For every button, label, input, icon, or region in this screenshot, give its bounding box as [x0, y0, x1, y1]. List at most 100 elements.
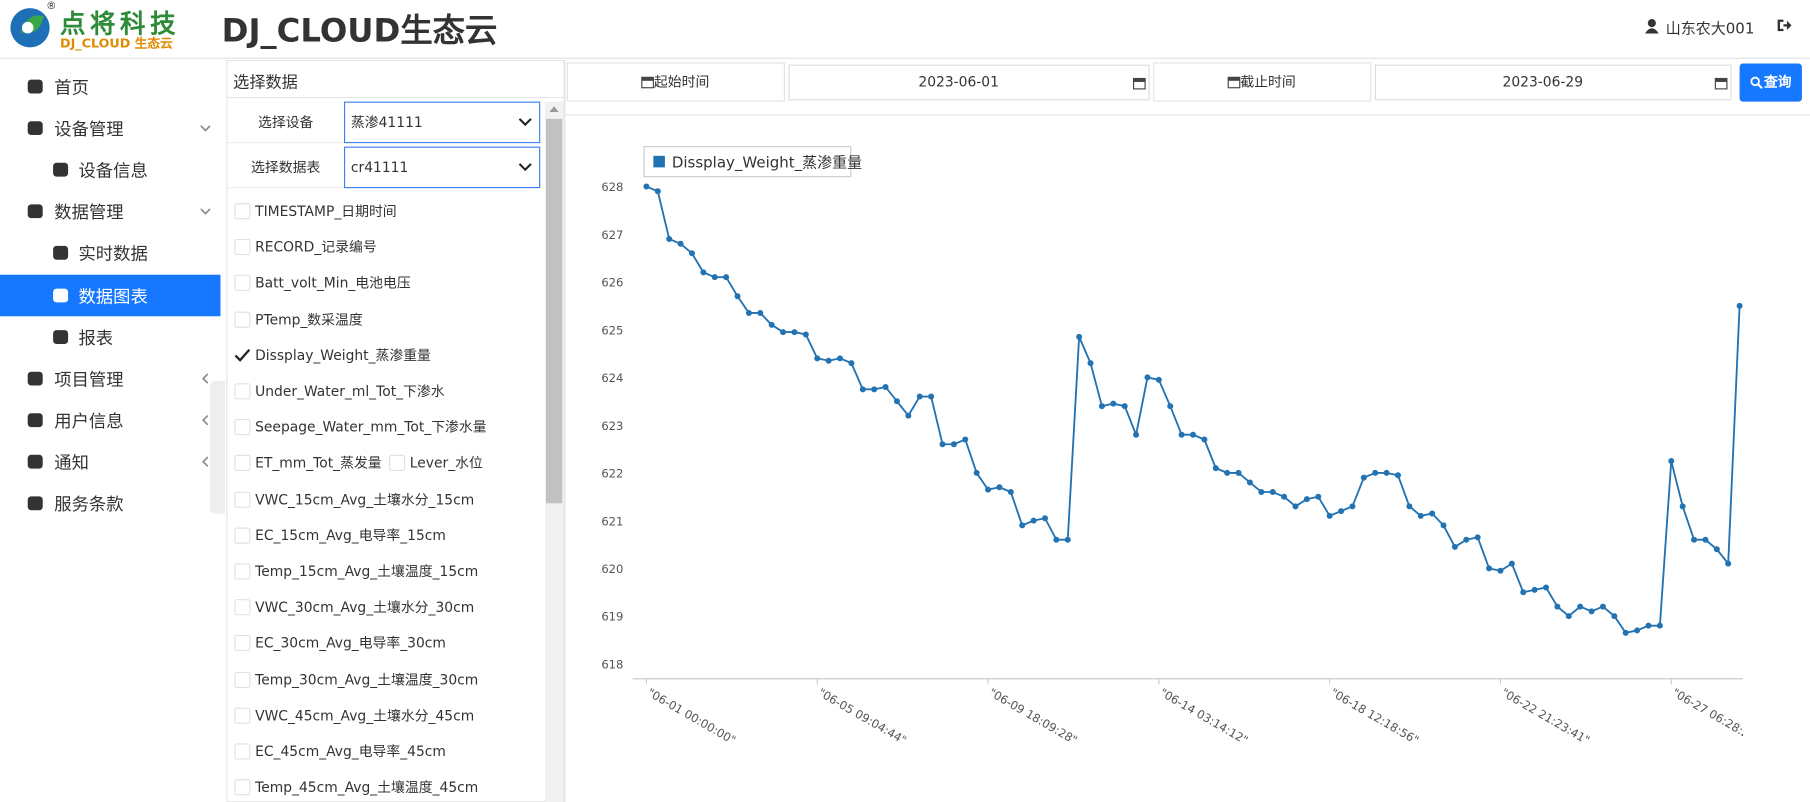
checkbox[interactable] [234, 527, 251, 544]
data-point [1246, 479, 1253, 486]
sidebar-item[interactable]: 项目管理 [0, 357, 220, 399]
date-input[interactable]: 2023-06-01 [788, 64, 1150, 101]
checkbox[interactable] [234, 203, 251, 220]
data-point [1383, 469, 1390, 476]
x-tick-label: "06-14 03:14:12" [1157, 685, 1250, 747]
checkbox[interactable] [234, 779, 251, 796]
field-label[interactable]: EC_30cm_Avg_电导率_30cm [255, 635, 446, 652]
user-name[interactable]: 山东农大001 [1665, 20, 1755, 39]
collapse-handle[interactable] [210, 380, 226, 514]
field-label[interactable]: VWC_30cm_Avg_土壤水分_30cm [255, 599, 475, 616]
sidebar-label: 实时数据 [78, 244, 148, 265]
checkbox[interactable] [234, 743, 251, 760]
data-point [962, 436, 969, 443]
field-label[interactable]: VWC_45cm_Avg_土壤水分_45cm [255, 707, 475, 724]
sidebar-item[interactable]: 通知 [0, 441, 220, 483]
data-point [688, 250, 695, 257]
data-point [848, 360, 855, 367]
data-point [1019, 522, 1026, 529]
series-line [646, 185, 1741, 634]
checkbox[interactable] [234, 635, 251, 652]
field-label[interactable]: RECORD_记录编号 [255, 239, 377, 256]
field-label[interactable]: Temp_45cm_Avg_土壤温度_45cm [255, 779, 479, 796]
field-label[interactable]: Seepage_Water_mm_Tot_下渗水量 [255, 419, 487, 436]
select-chevron [518, 163, 532, 172]
data-point [700, 269, 707, 276]
logo-icon [10, 8, 50, 48]
checkbox[interactable] [234, 671, 251, 688]
data-point [1064, 536, 1071, 543]
checkbox[interactable] [234, 599, 251, 616]
field-label[interactable]: ET_mm_Tot_蒸发量 [255, 455, 382, 472]
sidebar-item[interactable]: 数据管理 [0, 191, 220, 233]
field-label[interactable]: EC_15cm_Avg_电导率_15cm [255, 527, 446, 544]
data-point [1599, 603, 1606, 610]
sidebar-item[interactable]: 设备信息 [0, 149, 220, 191]
data-point [985, 486, 992, 493]
checkbox[interactable] [389, 455, 406, 472]
sidebar-item[interactable]: 报表 [0, 316, 220, 358]
data-point [1098, 403, 1105, 410]
field-label[interactable]: Batt_volt_Min_电池电压 [255, 275, 411, 292]
field-label[interactable]: Temp_30cm_Avg_土壤温度_30cm [255, 671, 479, 688]
data-point [780, 329, 787, 336]
sidebar-item[interactable]: 数据图表 [0, 274, 221, 316]
select[interactable]: cr41111 [343, 146, 541, 189]
checkbox[interactable] [234, 455, 251, 472]
date-input[interactable]: 2023-06-29 [1374, 64, 1732, 101]
data-point [893, 398, 900, 405]
data-point [1486, 565, 1493, 572]
data-point [768, 321, 775, 328]
checkbox[interactable] [234, 491, 251, 508]
sidebar-item[interactable]: 实时数据 [0, 232, 220, 274]
data-point [711, 274, 718, 281]
field-label[interactable]: Dissplay_Weight_蒸渗重量 [255, 347, 431, 364]
sidebar-item[interactable]: 设备管理 [0, 107, 220, 149]
data-point [1224, 469, 1231, 476]
data-point [1668, 457, 1675, 464]
data-point [757, 309, 764, 316]
field-label[interactable]: Lever_水位 [409, 455, 483, 472]
data-point [745, 309, 752, 316]
data-point [1155, 376, 1162, 383]
y-tick-label: 621 [601, 514, 623, 528]
logo-en: DJ_CLOUD 生态云 [60, 35, 173, 51]
checkbox[interactable] [234, 383, 251, 400]
data-point [1121, 403, 1128, 410]
checkbox[interactable] [234, 347, 251, 363]
data-point [1349, 503, 1356, 510]
checkbox[interactable] [234, 311, 251, 328]
y-tick-label: 620 [601, 562, 623, 576]
header-border [0, 57, 1810, 59]
field-label[interactable]: EC_45cm_Avg_电导率_45cm [255, 743, 446, 760]
checkbox[interactable] [234, 563, 251, 580]
checkbox[interactable] [234, 239, 251, 256]
query-button[interactable]: 查询 [1739, 63, 1802, 102]
data-point [1372, 469, 1379, 476]
field-label[interactable]: PTemp_数采温度 [255, 311, 363, 328]
sidebar-item[interactable]: 首页 [0, 66, 220, 108]
checkbox[interactable] [234, 275, 251, 292]
data-point [1041, 515, 1048, 522]
data-point [882, 383, 889, 390]
data-point [1235, 469, 1242, 476]
field-label[interactable]: TIMESTAMP_日期时间 [255, 203, 397, 220]
sidebar-label: 报表 [78, 327, 114, 349]
field-label[interactable]: Under_Water_ml_Tot_下渗水 [255, 383, 445, 400]
field-label[interactable]: Temp_15cm_Avg_土壤温度_15cm [255, 563, 479, 580]
sidebar-icon [53, 329, 69, 344]
sidebar-item[interactable]: 用户信息 [0, 399, 220, 441]
select[interactable]: 蒸渗41111 [343, 101, 541, 144]
checkbox[interactable] [234, 707, 251, 724]
sidebar-arrow [202, 373, 209, 384]
scroll-thumb [546, 118, 563, 504]
checkbox[interactable] [234, 419, 251, 436]
x-tick-label: "06-01 00:00:00" [645, 685, 738, 747]
sidebar-item[interactable]: 服务条款 [0, 483, 220, 525]
data-point [1565, 613, 1572, 620]
data-point [1167, 403, 1174, 410]
data-point [1406, 503, 1413, 510]
data-point [1133, 431, 1140, 438]
x-tick-label: "06-09 18:09:28" [987, 685, 1080, 747]
field-label[interactable]: VWC_15cm_Avg_土壤水分_15cm [255, 491, 475, 508]
